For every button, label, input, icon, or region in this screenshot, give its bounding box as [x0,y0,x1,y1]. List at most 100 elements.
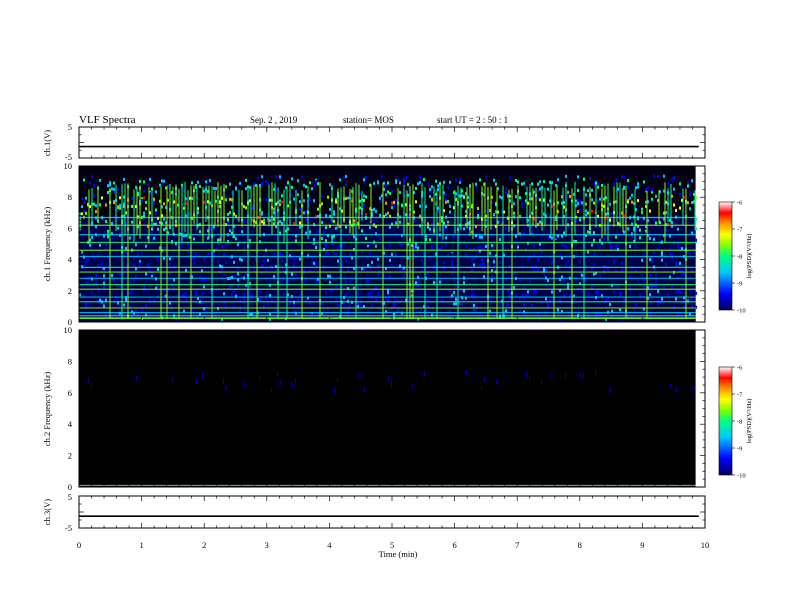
ch1-spectrogram-cell [135,205,137,209]
ch1-spectrogram-cell [159,220,161,224]
ch1-spectrogram-cell [439,280,441,284]
ch1-spectrogram-cell [661,297,663,301]
ch1-spectrogram-cell [607,296,609,300]
ch1-spectrogram-cell [455,284,457,288]
ch1-spectrogram-cell [481,262,483,266]
ch1-spectrogram-cell [619,292,621,296]
ch1-spectrogram-cell [453,291,455,295]
ch1-spectrogram-cell [531,303,533,307]
ch1-spectrogram-cell [383,301,385,305]
ch2-colorbar-tick-label: -8 [737,419,742,426]
ch1-spectrogram-cell [391,189,393,193]
ch1-spectrogram-cell [443,180,445,184]
ch1-spectrogram-cell [397,177,399,181]
ch1-spectrogram-cell [289,271,291,275]
ch1-spectrogram-cell [515,179,517,183]
ch1-spectrogram-cell [167,198,169,202]
ch1-spectrogram-cell [467,201,469,205]
ch1-spectrogram-cell [537,268,539,272]
ch1-spectrogram-cell [593,181,595,185]
ch1-spectrogram-cell [339,244,341,248]
ch2-spectrogram-cell [580,372,581,378]
ch1-spectrogram-cell [161,179,163,183]
ch1-spectrogram-cell [557,310,559,314]
ch1-spectrogram-cell [543,269,545,273]
ch1-spectrogram-cell [549,199,551,203]
ch1-spectrogram-cell [185,214,187,218]
ch1-spectrogram-cell [547,305,549,309]
ch1-spectrogram-cell [261,212,263,216]
ch1-spectrogram-cell [591,209,593,213]
ch1-spectrogram-cell [369,183,371,187]
ch1-spectrogram-cell [171,191,173,195]
ch1-spectrogram-cell [575,239,577,243]
ch1-spectrogram-cell [467,225,469,229]
ch1-spectrogram-cell [635,186,637,190]
ch1-spectrogram-cell [599,219,601,223]
ch2-spectrogram-cell [91,383,92,389]
ch1-spectrogram-cell [691,269,693,273]
ch1-spectrogram-cell [207,251,209,255]
ch1-spectrogram-cell [477,250,479,254]
ch1-voltage-ylabel: ch.1(V) [42,130,52,156]
ch1-spectrogram-cell [455,178,457,182]
ch1-spectrogram-cell [237,217,239,221]
ch1-spectrogram-cell [557,210,559,214]
ch1-spectrogram-cell [157,267,159,271]
ch1-spectrogram-cell [419,176,421,180]
ch1-spectrogram-cell [597,200,599,204]
ch1-spectrogram-cell [163,288,165,292]
ch1-spectrogram-cell [669,252,671,256]
ch1-spectrogram-cell [623,214,625,218]
ch1-spectrogram-cell [565,262,567,266]
ch1-spectrogram-cell [519,309,521,313]
ch1-spectrogram-cell [119,311,121,315]
ch1-spectrogram-cell [125,221,127,225]
ch1-spectrogram-cell [681,198,683,202]
ch1-spectrogram-cell [85,302,87,306]
ch1-spectrogram-cell [485,244,487,248]
ch1-spectrogram-cell [615,235,617,239]
ch1-spectrogram-cell [123,271,125,275]
ch1-spectrogram-cell [433,281,435,285]
ch1-spectrogram-cell [367,280,369,284]
ch1-spectrogram-cell [483,246,485,250]
ch1-spectrogram-cell [309,302,311,306]
ch1-spectrogram-cell [419,180,421,184]
ch1-spectrogram-cell [441,219,443,223]
ch1-spectrogram-cell [447,222,449,226]
ch1-spectrogram-cell [599,245,601,249]
ch1-spectrogram-cell [655,285,657,289]
ch1-spectrogram-cell [111,187,113,191]
ch1-spectrogram-cell [339,224,341,228]
ch1-spectrogram-cell [183,293,185,297]
ch1-spectrogram-cell [303,268,305,272]
ch1-spectrogram-cell [87,203,89,207]
ch1-spectrogram-cell [199,275,201,279]
ch1-spectrogram-cell [465,252,467,256]
ch1-spectrogram-cell [289,299,291,303]
ch1-spectrogram-cell [219,236,221,240]
ch1-spectrogram-cell [197,207,199,211]
ch1-spectrogram-cell [259,290,261,294]
ch1-spectrogram-cell [453,191,455,195]
ch1-spectrogram-cell [609,242,611,246]
ch1-spectrogram-cell [129,292,131,296]
ch1-spectrogram-cell [491,200,493,204]
ch3-voltage-panel: 5 -5 ch.3(V) [42,492,706,533]
x-axis-tick-labels: 0 1 2 3 4 5 6 7 8 9 10 [77,540,709,550]
ch1-spectrogram-cell [679,192,681,196]
ch1-spectrogram-cell [401,241,403,245]
ch1-spectrogram-cell [81,250,83,254]
ch1-spectrogram-cell [399,243,401,247]
ch1-spectrogram-cell [197,315,199,319]
ch1-spectrogram-cell [539,242,541,246]
ch1-spectrogram-cell [255,259,257,263]
ch1-spectrogram-cell [83,200,85,204]
ch1-spectrogram-cell [673,305,675,309]
ch1-spectrogram-cell [197,225,199,229]
ch1-spectrogram-cell [117,271,119,275]
ch1-spectrogram-cell [557,178,559,182]
ch1-spectrogram-cell [565,245,567,249]
ch1-spectrogram-cell [551,286,553,290]
